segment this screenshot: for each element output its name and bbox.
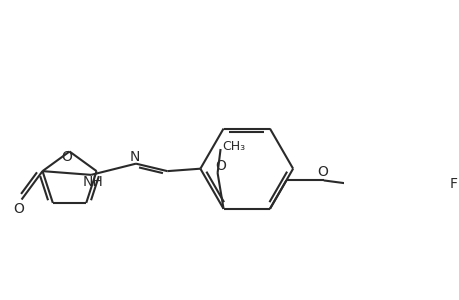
Text: O: O bbox=[215, 159, 225, 173]
Text: O: O bbox=[61, 151, 72, 164]
Text: O: O bbox=[13, 202, 24, 215]
Text: O: O bbox=[316, 165, 327, 179]
Text: F: F bbox=[449, 177, 457, 191]
Text: CH₃: CH₃ bbox=[222, 140, 245, 153]
Text: N: N bbox=[129, 150, 140, 164]
Text: NH: NH bbox=[83, 175, 104, 189]
